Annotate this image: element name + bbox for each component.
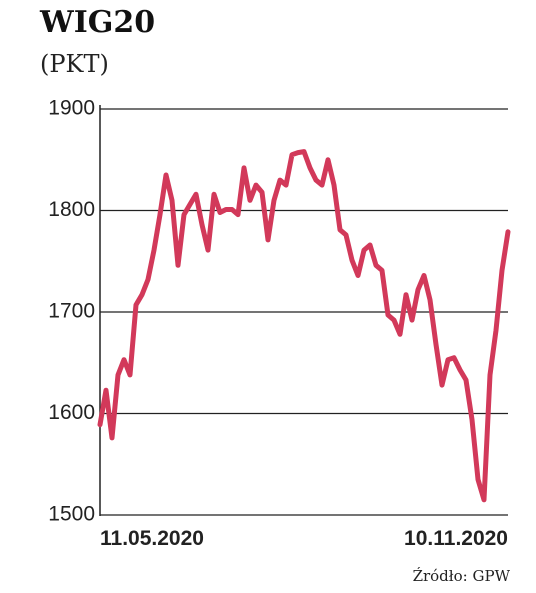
y-tick-label: 1700: [48, 300, 95, 323]
x-tick-label: 11.05.2020: [100, 527, 204, 550]
y-tick-label: 1900: [48, 97, 95, 120]
x-tick-label: 10.11.2020: [404, 527, 508, 550]
chart-title: WIG20: [39, 5, 155, 40]
y-tick-label: 1500: [48, 503, 95, 526]
y-tick-label: 1600: [48, 401, 95, 424]
y-tick-label: 1800: [48, 198, 95, 221]
data-line: [97, 149, 511, 503]
source: Źródło: GPW: [413, 567, 511, 585]
chart-subtitle: (PKT): [40, 50, 109, 78]
